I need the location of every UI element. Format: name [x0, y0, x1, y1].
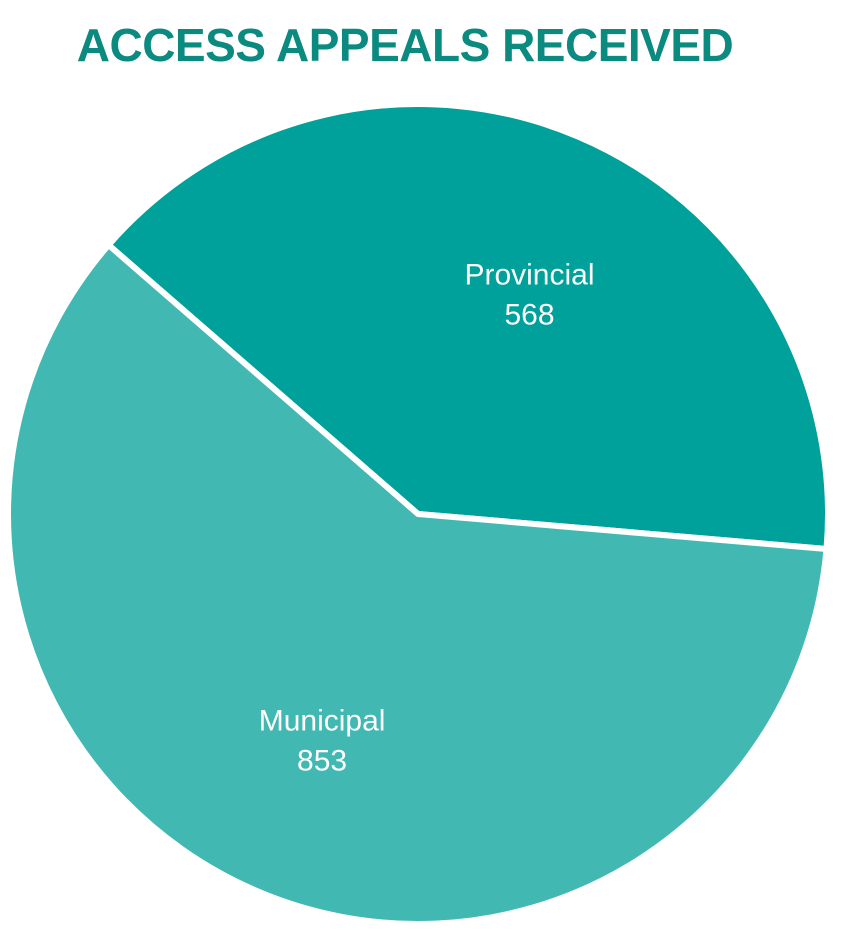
chart-title: ACCESS APPEALS RECEIVED [76, 19, 734, 71]
pie-slices [5, 101, 831, 927]
pie-slice-provincial [105, 101, 831, 553]
pie-slice-municipal [5, 242, 830, 927]
slice-label-name: Municipal [259, 705, 386, 738]
pie-labels: Provincial 568 Municipal 853 [259, 259, 595, 778]
slice-label-value: 853 [297, 745, 347, 778]
slice-label-value: 568 [504, 299, 554, 332]
slice-label-name: Provincial [464, 259, 594, 292]
